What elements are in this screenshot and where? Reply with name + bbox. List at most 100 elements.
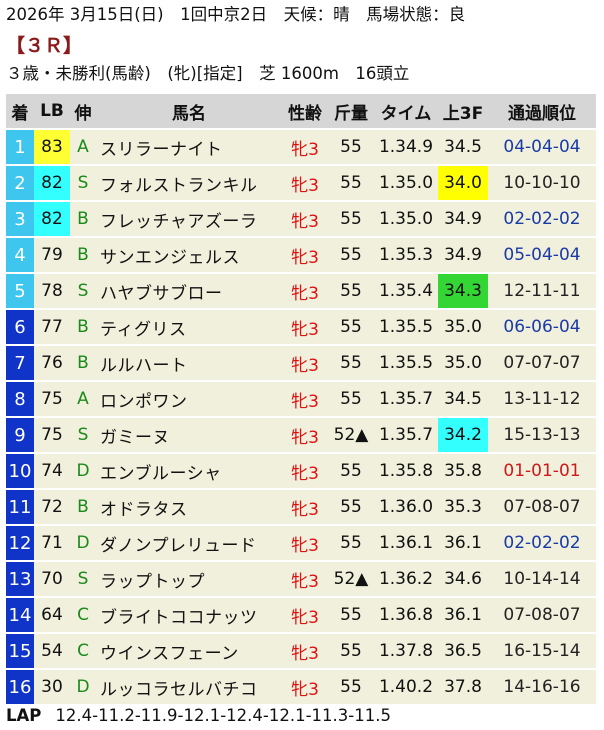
cell-horse-name: スリラーナイト bbox=[96, 130, 282, 164]
cell-horse-name: ブライトココナッツ bbox=[96, 598, 282, 632]
table-row: 8 75 A ロンポワン 牝3 55 1.35.7 34.5 13-11-12 bbox=[6, 382, 596, 416]
col-sex: 性齢 bbox=[282, 94, 328, 128]
cell-nobi: C bbox=[70, 634, 96, 668]
cell-time: 1.36.8 bbox=[374, 598, 438, 632]
cell-nobi: S bbox=[70, 418, 96, 452]
cell-nobi: B bbox=[70, 238, 96, 272]
cell-time: 1.35.5 bbox=[374, 346, 438, 380]
table-row: 2 82 S フォルストランキル 牝3 55 1.35.0 34.0 10-10-10 bbox=[6, 166, 596, 200]
cell-positions: 16-15-14 bbox=[488, 634, 596, 668]
cell-horse-name: ハヤブサブロー bbox=[96, 274, 282, 308]
table-row: 3 82 B フレッチャアズーラ 牝3 55 1.35.0 34.9 02-02-02 bbox=[6, 202, 596, 236]
cell-nobi: B bbox=[70, 346, 96, 380]
col-time: タイム bbox=[374, 94, 438, 128]
cell-time: 1.35.0 bbox=[374, 166, 438, 200]
cell-sex-age: 牝3 bbox=[282, 562, 328, 596]
cell-time: 1.34.9 bbox=[374, 130, 438, 164]
col-rank: 着 bbox=[6, 94, 34, 128]
cell-rank: 14 bbox=[6, 598, 34, 632]
col-nobi: 伸 bbox=[70, 94, 96, 128]
cell-nobi: S bbox=[70, 274, 96, 308]
table-row: 4 79 B サンエンジェルス 牝3 55 1.35.3 34.9 05-04-04 bbox=[6, 238, 596, 272]
cell-rank: 7 bbox=[6, 346, 34, 380]
cell-rank: 16 bbox=[6, 670, 34, 704]
cell-last3f: 35.8 bbox=[438, 454, 488, 488]
cell-weight: 55 bbox=[328, 526, 374, 560]
table-row: 15 54 C ウインスフェーン 牝3 55 1.37.8 36.5 16-15-14 bbox=[6, 634, 596, 668]
cell-last3f: 35.3 bbox=[438, 490, 488, 524]
table-row: 10 74 D エンブルーシャ 牝3 55 1.35.8 35.8 01-01-01 bbox=[6, 454, 596, 488]
cell-horse-name: ルルハート bbox=[96, 346, 282, 380]
cell-positions: 05-04-04 bbox=[488, 238, 596, 272]
cell-sex-age: 牝3 bbox=[282, 418, 328, 452]
cell-sex-age: 牝3 bbox=[282, 454, 328, 488]
cell-nobi: B bbox=[70, 490, 96, 524]
cell-horse-name: エンブルーシャ bbox=[96, 454, 282, 488]
cell-rank: 3 bbox=[6, 202, 34, 236]
cell-rank: 8 bbox=[6, 382, 34, 416]
cell-positions: 07-08-07 bbox=[488, 598, 596, 632]
cell-positions: 02-02-02 bbox=[488, 202, 596, 236]
cell-time: 1.35.0 bbox=[374, 202, 438, 236]
cell-time: 1.37.8 bbox=[374, 634, 438, 668]
cell-last3f: 34.5 bbox=[438, 382, 488, 416]
cell-rank: 11 bbox=[6, 490, 34, 524]
table-row: 6 77 B ティグリス 牝3 55 1.35.5 35.0 06-06-04 bbox=[6, 310, 596, 344]
cell-rank: 2 bbox=[6, 166, 34, 200]
cell-last3f: 34.6 bbox=[438, 562, 488, 596]
cell-nobi: S bbox=[70, 166, 96, 200]
cell-sex-age: 牝3 bbox=[282, 670, 328, 704]
cell-sex-age: 牝3 bbox=[282, 346, 328, 380]
table-row: 14 64 C ブライトココナッツ 牝3 55 1.36.8 36.1 07-08-07 bbox=[6, 598, 596, 632]
cell-weight: 55 bbox=[328, 490, 374, 524]
cell-last3f: 36.1 bbox=[438, 526, 488, 560]
cell-rank: 6 bbox=[6, 310, 34, 344]
cell-sex-age: 牝3 bbox=[282, 310, 328, 344]
cell-time: 1.35.3 bbox=[374, 238, 438, 272]
cell-horse-name: フレッチャアズーラ bbox=[96, 202, 282, 236]
cell-horse-name: サンエンジェルス bbox=[96, 238, 282, 272]
cell-lb: 71 bbox=[34, 526, 70, 560]
cell-lb: 75 bbox=[34, 418, 70, 452]
cell-time: 1.36.1 bbox=[374, 526, 438, 560]
cell-lb: 30 bbox=[34, 670, 70, 704]
race-condition-line: ３歳・未勝利(馬齢) (牝)[指定] 芝 1600m 16頭立 bbox=[6, 64, 410, 83]
cell-nobi: B bbox=[70, 202, 96, 236]
table-row: 1 83 A スリラーナイト 牝3 55 1.34.9 34.5 04-04-04 bbox=[6, 130, 596, 164]
cell-weight: 55 bbox=[328, 130, 374, 164]
cell-weight: 55 bbox=[328, 382, 374, 416]
cell-positions: 07-07-07 bbox=[488, 346, 596, 380]
cell-lb: 77 bbox=[34, 310, 70, 344]
cell-horse-name: ガミーヌ bbox=[96, 418, 282, 452]
cell-time: 1.35.4 bbox=[374, 274, 438, 308]
cell-rank: 10 bbox=[6, 454, 34, 488]
cell-weight: 52▲ bbox=[328, 562, 374, 596]
cell-rank: 5 bbox=[6, 274, 34, 308]
cell-weight: 55 bbox=[328, 202, 374, 236]
cell-lb: 83 bbox=[34, 130, 70, 164]
cell-weight: 55 bbox=[328, 454, 374, 488]
cell-positions: 06-06-04 bbox=[488, 310, 596, 344]
cell-positions: 04-04-04 bbox=[488, 130, 596, 164]
col-f3: 上3F bbox=[438, 94, 488, 128]
cell-sex-age: 牝3 bbox=[282, 166, 328, 200]
cell-weight: 55 bbox=[328, 634, 374, 668]
table-row: 11 72 B オドラタス 牝3 55 1.36.0 35.3 07-08-07 bbox=[6, 490, 596, 524]
cell-last3f: 37.8 bbox=[438, 670, 488, 704]
cell-nobi: D bbox=[70, 454, 96, 488]
cell-sex-age: 牝3 bbox=[282, 490, 328, 524]
cell-sex-age: 牝3 bbox=[282, 598, 328, 632]
cell-time: 1.40.2 bbox=[374, 670, 438, 704]
col-lb: LB bbox=[34, 94, 70, 128]
cell-nobi: B bbox=[70, 310, 96, 344]
cell-weight: 55 bbox=[328, 346, 374, 380]
cell-last3f: 34.5 bbox=[438, 130, 488, 164]
results-table: 着 LB 伸 馬名 性齢 斤量 タイム 上3F 通過順位 1 83 A スリラーナイト… bbox=[6, 92, 596, 706]
cell-sex-age: 牝3 bbox=[282, 202, 328, 236]
table-row: 13 70 S ラップトップ 牝3 52▲ 1.36.2 34.6 10-14-14 bbox=[6, 562, 596, 596]
cell-sex-age: 牝3 bbox=[282, 382, 328, 416]
cell-time: 1.36.0 bbox=[374, 490, 438, 524]
cell-last3f: 34.3 bbox=[438, 274, 488, 308]
cell-sex-age: 牝3 bbox=[282, 526, 328, 560]
cell-positions: 07-08-07 bbox=[488, 490, 596, 524]
